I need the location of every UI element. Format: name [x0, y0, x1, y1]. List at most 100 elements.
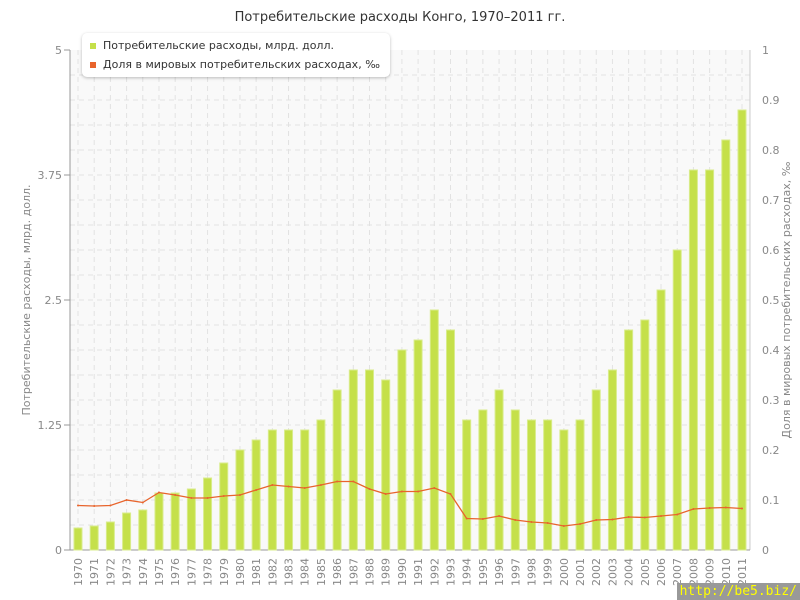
bar-2002: [591, 389, 601, 551]
bar-1997: [510, 409, 520, 551]
x-tick-label: 2005: [639, 558, 652, 586]
y2-tick-label: 0.1: [762, 494, 780, 507]
x-tick-label: 1981: [250, 558, 263, 586]
x-tick-label: 1990: [396, 558, 409, 586]
y2-axis-title: Доля в мировых потребительских расходах,…: [780, 161, 793, 438]
bar-2011: [737, 109, 747, 551]
legend-label: Потребительские расходы, млрд. долл.: [103, 39, 334, 52]
share-point-2010: [724, 506, 727, 509]
legend-swatch: [90, 43, 96, 49]
x-tick-label: 1970: [72, 558, 85, 586]
y2-tick-label: 0: [762, 544, 769, 557]
share-point-2006: [660, 515, 663, 517]
x-tick-label: 1977: [185, 558, 198, 586]
bar-1980: [235, 449, 245, 551]
bar-1989: [381, 379, 391, 551]
share-point-1977: [190, 497, 193, 499]
y-tick-label: 5: [55, 44, 62, 57]
x-tick-label: 1979: [218, 558, 231, 586]
bar-1978: [203, 477, 213, 551]
share-point-1984: [303, 487, 306, 489]
share-point-1997: [514, 519, 517, 521]
bar-2005: [640, 319, 650, 551]
x-tick-label: 2007: [671, 558, 684, 586]
share-point-2002: [595, 519, 598, 521]
x-tick-label: 1995: [477, 558, 490, 586]
x-tick-label: 2000: [558, 558, 571, 586]
y2-tick-label: 0.8: [762, 144, 780, 157]
bar-1996: [494, 389, 504, 551]
bar-1972: [105, 521, 115, 551]
bar-1988: [365, 369, 375, 551]
y2-tick-label: 0.7: [762, 194, 780, 207]
share-point-1980: [238, 494, 241, 496]
x-tick-label: 1996: [493, 558, 506, 586]
x-tick-label: 1978: [202, 558, 215, 586]
bar-1984: [300, 429, 310, 551]
bar-1975: [154, 492, 164, 551]
share-point-1976: [174, 494, 177, 496]
bar-1970: [73, 527, 83, 551]
share-point-1985: [319, 484, 322, 486]
x-tick-label: 1986: [331, 558, 344, 586]
y2-tick-label: 0.2: [762, 444, 780, 457]
share-point-1974: [141, 501, 144, 504]
x-tick-label: 1989: [380, 558, 393, 586]
x-tick-label: 2011: [736, 558, 749, 586]
y-axis-title: Потребительские расходы, млрд. долл.: [20, 185, 33, 416]
legend-label: Доля в мировых потребительских расходах,…: [103, 58, 380, 71]
x-tick-label: 1976: [169, 558, 182, 586]
x-tick-label: 2001: [574, 558, 587, 586]
bar-1995: [478, 409, 488, 551]
share-point-1998: [530, 521, 533, 523]
x-tick-label: 1975: [153, 558, 166, 586]
x-tick-label: 2003: [606, 558, 619, 586]
share-point-1987: [352, 480, 355, 483]
x-tick-label: 2010: [720, 558, 733, 586]
bar-2003: [607, 369, 617, 551]
x-tick-label: 1998: [525, 558, 538, 586]
share-point-2003: [611, 518, 614, 521]
bar-1993: [445, 329, 455, 551]
bar-1987: [348, 369, 358, 551]
share-point-2008: [692, 508, 695, 510]
y-tick-label: 3.75: [38, 169, 63, 182]
chart-title: Потребительские расходы Конго, 1970–2011…: [234, 10, 566, 25]
y2-tick-label: 0.6: [762, 244, 780, 257]
share-point-1975: [157, 491, 160, 494]
share-point-1990: [400, 490, 403, 493]
bar-2009: [705, 169, 715, 551]
bar-1994: [462, 419, 472, 551]
x-tick-label: 2004: [623, 558, 636, 586]
x-tick-label: 1987: [347, 558, 360, 586]
x-tick-label: 2002: [590, 558, 603, 586]
legend-swatch: [90, 62, 96, 68]
watermark: http://be5.biz/: [676, 583, 800, 600]
share-point-2009: [708, 507, 711, 509]
bar-1976: [170, 492, 180, 551]
share-point-1982: [271, 484, 274, 486]
x-tick-label: 1974: [137, 558, 150, 586]
legend: Потребительские расходы, млрд. долл. Дол…: [82, 33, 390, 77]
bar-2001: [575, 419, 585, 551]
share-point-2001: [579, 523, 582, 525]
share-point-1979: [222, 495, 225, 497]
y2-tick-label: 0.5: [762, 294, 780, 307]
legend-item-spending[interactable]: Потребительские расходы, млрд. долл.: [90, 36, 380, 55]
bar-2000: [559, 429, 569, 551]
share-point-1973: [125, 499, 128, 501]
y-tick-label: 1.25: [38, 419, 63, 432]
x-tick-label: 1982: [266, 558, 279, 586]
share-point-1981: [255, 489, 258, 491]
legend-item-share[interactable]: Доля в мировых потребительских расходах,…: [90, 55, 380, 74]
x-tick-label: 1997: [509, 558, 522, 586]
x-tick-label: 1985: [315, 558, 328, 586]
bar-2010: [721, 139, 731, 551]
bar-1999: [543, 419, 553, 551]
bar-1973: [122, 512, 132, 551]
x-tick-label: 1993: [444, 558, 457, 586]
share-line: [77, 480, 743, 527]
share-point-1989: [384, 493, 387, 495]
share-point-1971: [93, 505, 96, 507]
